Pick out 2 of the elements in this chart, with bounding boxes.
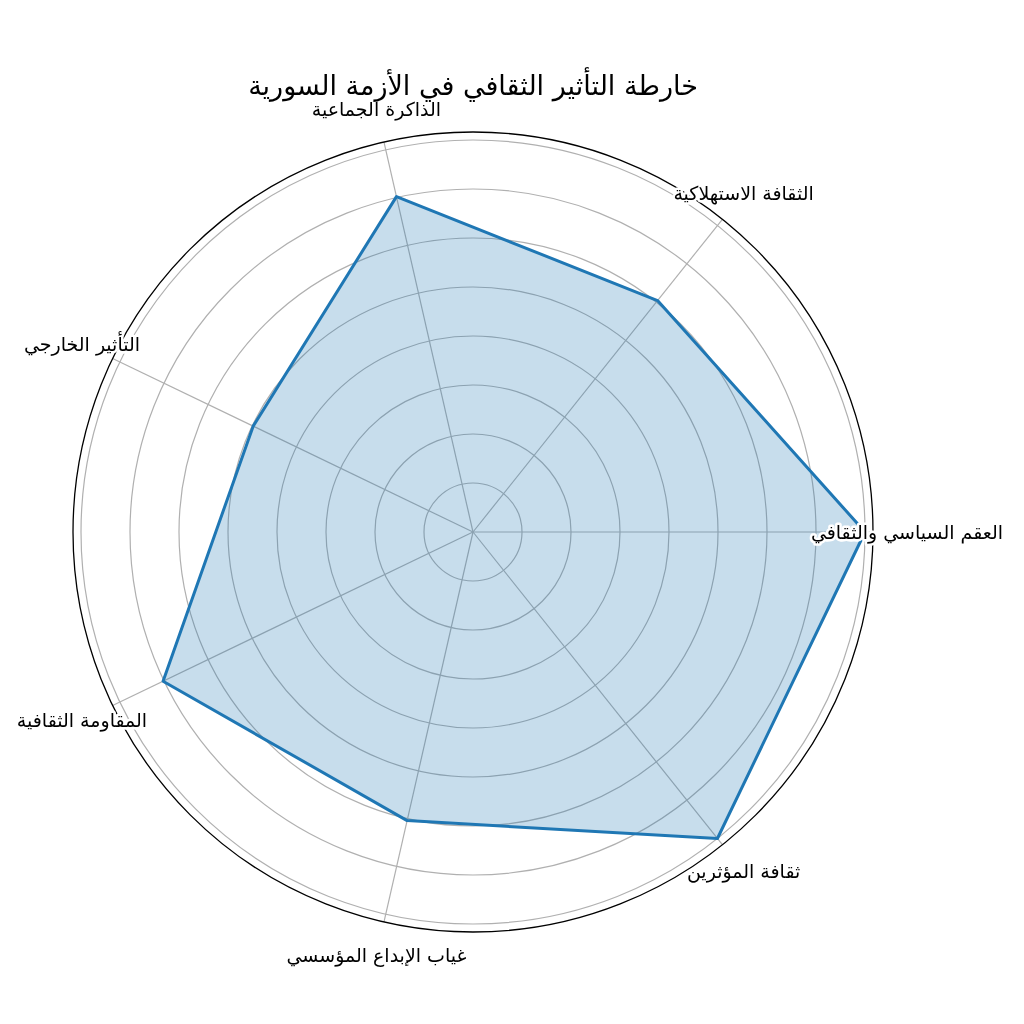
spoke-label: ثقافة المؤثرين <box>686 860 801 884</box>
spoke-label: غياب الإبداع المؤسسي <box>286 944 467 968</box>
